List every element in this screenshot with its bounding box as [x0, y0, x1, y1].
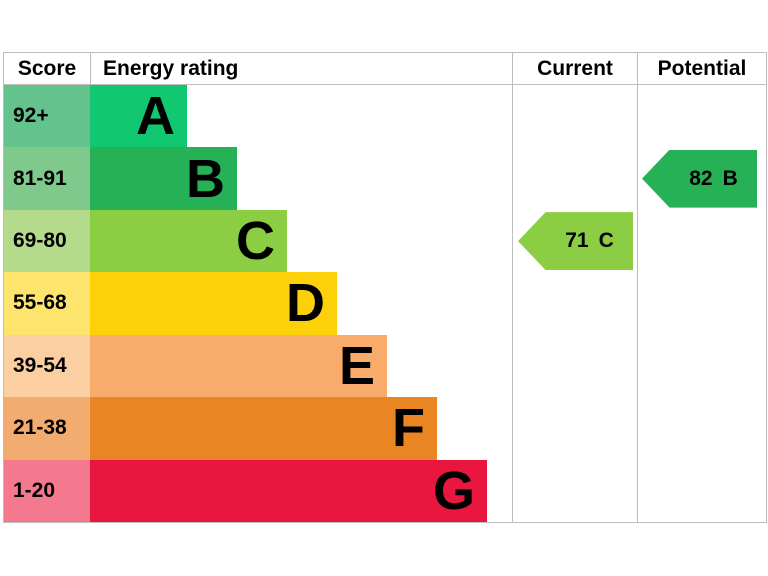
- band-row: 55-68 D: [4, 272, 766, 335]
- band-bar: F: [90, 397, 437, 460]
- band-score-cell: 81-91: [4, 147, 90, 210]
- divider-current-potential: [637, 85, 638, 522]
- header-energy-rating: Energy rating: [91, 53, 513, 84]
- potential-rating-letter: B: [722, 166, 738, 190]
- band-bar: C: [90, 209, 287, 273]
- band-score-cell: 55-68: [4, 272, 90, 335]
- band-letter: D: [286, 273, 325, 334]
- band-bar: A: [90, 85, 187, 148]
- band-score-cell: 1-20: [4, 459, 90, 522]
- band-bar: D: [90, 272, 337, 335]
- current-rating-value: 71: [565, 229, 589, 253]
- band-row: 21-38 F: [4, 397, 766, 460]
- header-current: Current: [513, 53, 638, 84]
- band-score-label: 39-54: [13, 353, 67, 377]
- band-bar: B: [90, 147, 237, 210]
- band-score-label: 55-68: [13, 291, 67, 315]
- epc-table: Score Energy rating Current Potential 92…: [3, 52, 767, 523]
- table-body: 92+ A 81-91 B 69-80 C 55-68 D 39-54: [4, 85, 766, 522]
- band-row: 69-80 C: [4, 209, 766, 273]
- current-rating-arrow: 71 C: [518, 212, 633, 271]
- band-score-cell: 92+: [4, 85, 90, 148]
- band-score-label: 1-20: [13, 478, 56, 502]
- band-score-label: 69-80: [13, 229, 67, 253]
- band-rows: 92+ A 81-91 B 69-80 C 55-68 D 39-54: [4, 85, 766, 522]
- band-score-label: 92+: [13, 104, 49, 128]
- band-score-cell: 21-38: [4, 397, 90, 460]
- band-letter: G: [432, 460, 475, 521]
- band-letter: B: [186, 148, 225, 209]
- potential-rating-value: 82: [689, 166, 713, 190]
- band-letter: A: [136, 86, 175, 147]
- table-header-row: Score Energy rating Current Potential: [4, 53, 766, 85]
- band-bar: E: [90, 334, 387, 398]
- band-score-label: 81-91: [13, 166, 67, 190]
- band-row: 81-91 B: [4, 147, 766, 210]
- band-score-cell: 39-54: [4, 334, 90, 398]
- current-rating-letter: C: [598, 229, 614, 253]
- divider-energy-current: [512, 85, 513, 522]
- band-row: 39-54 E: [4, 334, 766, 398]
- header-score: Score: [4, 53, 91, 84]
- band-row: 92+ A: [4, 85, 766, 148]
- potential-rating-arrow: 82 B: [642, 149, 757, 208]
- band-letter: F: [392, 398, 425, 459]
- band-score-cell: 69-80: [4, 209, 90, 273]
- band-letter: C: [236, 211, 275, 272]
- band-letter: E: [338, 335, 375, 396]
- band-bar: G: [90, 459, 487, 522]
- band-row: 1-20 G: [4, 459, 766, 522]
- header-potential: Potential: [657, 56, 747, 80]
- band-score-label: 21-38: [13, 416, 67, 440]
